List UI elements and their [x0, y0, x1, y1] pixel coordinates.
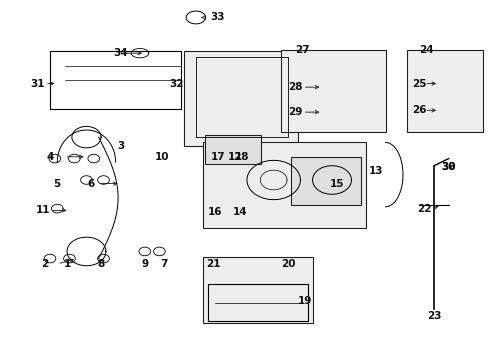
Text: 15: 15	[329, 179, 344, 189]
Text: 21: 21	[205, 259, 220, 269]
Text: 31: 31	[31, 78, 45, 89]
Text: 17: 17	[210, 152, 224, 162]
Text: 10: 10	[154, 152, 169, 162]
Text: 33: 33	[210, 13, 224, 22]
Text: 22: 22	[416, 203, 431, 213]
Text: 18: 18	[234, 152, 249, 162]
Text: 28: 28	[288, 82, 302, 92]
Bar	[183, 51, 297, 146]
Text: 19: 19	[298, 296, 312, 306]
Text: 24: 24	[419, 45, 433, 55]
Text: 14: 14	[232, 207, 246, 217]
Text: 23: 23	[426, 311, 441, 321]
Bar	[204, 135, 260, 164]
Text: 3: 3	[117, 141, 124, 151]
Bar	[281, 50, 385, 132]
Text: 11: 11	[36, 205, 50, 215]
Text: 8: 8	[97, 259, 104, 269]
Text: 4: 4	[46, 152, 54, 162]
Text: 26: 26	[411, 105, 426, 115]
Bar	[290, 157, 361, 205]
Text: 20: 20	[281, 259, 295, 269]
Text: 5: 5	[54, 179, 61, 189]
Text: 30: 30	[441, 162, 455, 172]
Text: 27: 27	[295, 45, 309, 55]
Text: 32: 32	[169, 78, 183, 89]
Text: 30: 30	[441, 162, 455, 172]
Text: 29: 29	[288, 107, 302, 117]
Text: 9: 9	[141, 259, 148, 269]
Text: 2: 2	[41, 259, 49, 269]
Bar	[407, 50, 482, 132]
Text: 16: 16	[208, 207, 222, 217]
Text: 1: 1	[63, 259, 70, 269]
Text: 13: 13	[368, 166, 382, 176]
Text: 7: 7	[160, 259, 167, 269]
Text: 34: 34	[113, 48, 127, 58]
Text: 6: 6	[87, 179, 95, 189]
Bar	[203, 257, 312, 323]
Text: 25: 25	[411, 78, 426, 89]
Bar	[203, 143, 366, 228]
Text: 12: 12	[227, 152, 242, 162]
